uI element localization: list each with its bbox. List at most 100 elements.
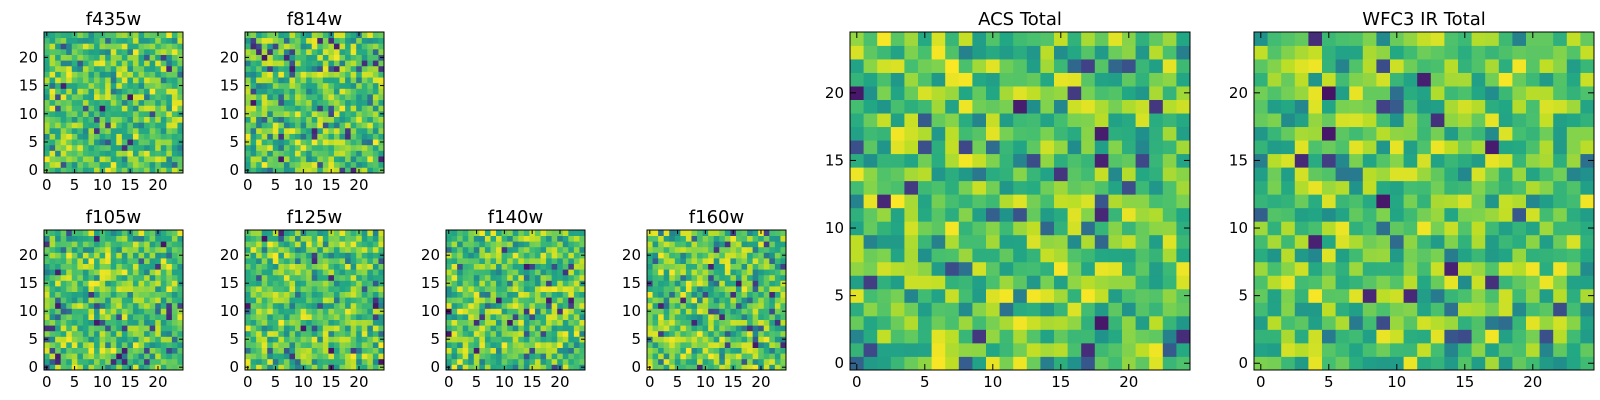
heatmap-cell <box>105 122 112 129</box>
heatmap-cell <box>60 342 67 348</box>
heatmap-cell <box>333 241 340 248</box>
heatmap-cell <box>171 291 178 298</box>
heatmap-cell <box>55 230 62 236</box>
heatmap-cell <box>306 116 313 123</box>
heatmap-cell <box>49 105 56 112</box>
heatmap-cell <box>88 319 95 326</box>
heatmap-cell <box>1498 207 1513 222</box>
heatmap-cell <box>361 94 368 101</box>
heatmap-cell <box>719 252 726 259</box>
heatmap-cell <box>534 258 541 264</box>
heatmap-cell <box>758 297 765 304</box>
heatmap-cell <box>652 347 659 354</box>
heatmap-cell <box>82 347 89 354</box>
heatmap-cell <box>245 314 251 320</box>
heatmap-cell <box>49 330 56 337</box>
heatmap-cell <box>446 314 452 320</box>
heatmap-cell <box>333 308 340 315</box>
heatmap-cell <box>1498 221 1513 236</box>
heatmap-cell <box>317 325 324 332</box>
heatmap-cell <box>658 308 665 315</box>
heatmap-cell <box>1512 221 1527 236</box>
heatmap-cell <box>568 358 575 365</box>
heatmap-cell <box>94 252 100 259</box>
heatmap-cell <box>568 302 575 309</box>
heatmap-cell <box>267 358 274 365</box>
heatmap-cell <box>691 230 698 236</box>
heatmap-cell <box>1526 342 1540 357</box>
heatmap-cell <box>250 54 257 61</box>
x-tick-label: 15 <box>1051 373 1070 391</box>
heatmap-cell <box>60 122 67 129</box>
heatmap-cell <box>758 347 765 354</box>
axes-frame <box>646 229 787 371</box>
heatmap-cell <box>568 297 575 304</box>
heatmap-cell <box>890 221 905 236</box>
heatmap-cell <box>523 358 530 365</box>
heatmap-cell <box>551 314 558 320</box>
heatmap-cell <box>378 319 385 326</box>
heatmap-cell <box>82 302 89 309</box>
heatmap-cell <box>339 144 346 151</box>
heatmap-cell <box>747 319 754 326</box>
heatmap-cell <box>468 286 475 292</box>
heatmap-cell <box>877 59 892 73</box>
heatmap-cell <box>780 274 787 281</box>
heatmap-cell <box>674 358 681 365</box>
heatmap-cell <box>1054 356 1068 371</box>
heatmap-cell <box>490 263 497 270</box>
heatmap-cell <box>529 241 536 248</box>
heatmap-cell <box>44 144 50 151</box>
heatmap-cell <box>1176 86 1191 100</box>
heatmap-cell <box>680 235 687 242</box>
heatmap-cell <box>850 275 864 290</box>
heatmap-cell <box>350 235 357 242</box>
heatmap-cell <box>177 161 184 168</box>
heatmap-cell <box>708 241 715 248</box>
heatmap-cell <box>1254 194 1268 209</box>
heatmap-cell <box>322 342 329 348</box>
heatmap-cell <box>121 308 128 315</box>
heatmap-cell <box>306 364 313 371</box>
heatmap-cell <box>877 194 892 209</box>
heatmap-cell <box>763 358 770 365</box>
heatmap-cell <box>730 358 737 365</box>
heatmap-cell <box>496 286 502 292</box>
heatmap-cell <box>769 274 776 281</box>
heatmap-cell <box>82 297 89 304</box>
heatmap-cell <box>99 71 106 78</box>
heatmap-cell <box>339 308 346 315</box>
heatmap-cell <box>1040 45 1055 60</box>
heatmap-cell <box>551 291 558 298</box>
heatmap-cell <box>256 319 263 326</box>
heatmap-cell <box>121 88 128 95</box>
heatmap-cell <box>999 288 1014 303</box>
heatmap-cell <box>105 43 112 50</box>
heatmap-cell <box>551 336 558 343</box>
heatmap-cell <box>1485 261 1500 276</box>
heatmap-cell <box>1471 329 1486 344</box>
heatmap-cell <box>345 325 352 332</box>
heatmap-cell <box>272 37 279 44</box>
heatmap-cells <box>647 230 787 371</box>
heatmap-cell <box>278 241 285 248</box>
heatmap-cell <box>986 329 1000 344</box>
heatmap-cell <box>890 153 905 168</box>
heatmap-cell <box>540 347 547 354</box>
heatmap-cell <box>44 353 50 360</box>
heatmap-cell <box>1444 288 1459 303</box>
heatmap-cell <box>972 275 987 290</box>
heatmap-cell <box>88 246 95 253</box>
heatmap-cell <box>155 94 162 101</box>
heatmap-cell <box>295 122 301 129</box>
heatmap-cell <box>267 77 274 84</box>
heatmap-cell <box>1335 356 1350 371</box>
heatmap-cell <box>245 122 251 129</box>
heatmap-cell <box>99 336 106 343</box>
heatmap-cell <box>367 43 374 50</box>
heatmap-cell <box>60 330 67 337</box>
heatmap-cell <box>306 71 313 78</box>
heatmap-cell <box>306 77 313 84</box>
x-tick-label: 15 <box>322 373 341 391</box>
heatmap-cell <box>306 37 313 44</box>
